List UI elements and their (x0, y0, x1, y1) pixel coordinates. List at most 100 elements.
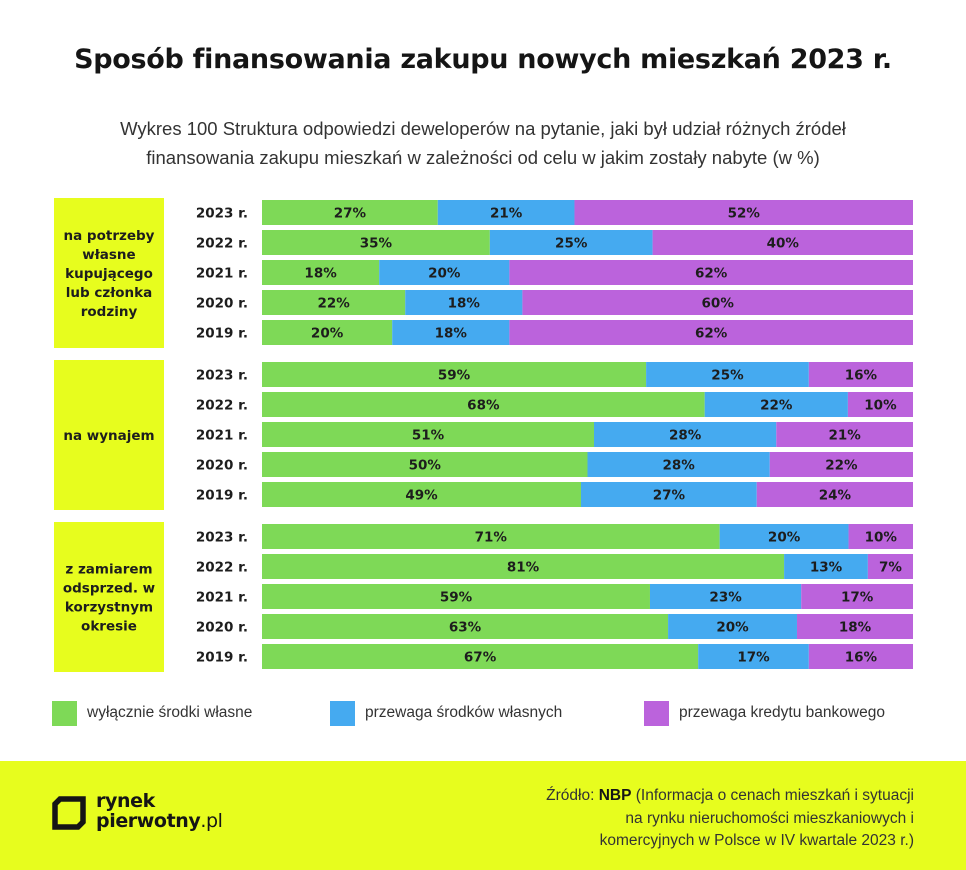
bar-segment-mostly-own-funds (719, 524, 849, 549)
source-line-2: na rynku nieruchomości mieszkaniowych i (625, 809, 914, 827)
bar-segment-mostly-own-funds (649, 584, 802, 609)
legend-item-mostly-own-funds: przewaga środków własnych (330, 700, 562, 726)
bar-segment-mostly-bank-credit (756, 482, 913, 507)
group-label: własne (82, 247, 135, 263)
data-label: 20% (428, 266, 461, 282)
data-label: 10% (864, 398, 897, 414)
year-label: 2021 r. (196, 266, 248, 282)
bar-segment-own-funds (262, 452, 588, 477)
data-label: 22% (317, 296, 350, 312)
group-label: lub członka (66, 285, 152, 301)
legend-item-mostly-bank-credit: przewaga kredytu bankowego (644, 700, 885, 726)
data-label: 20% (311, 326, 344, 342)
source-note: Źródło: NBP (Informacja o cenach mieszka… (394, 785, 914, 853)
data-label: 13% (810, 560, 843, 576)
year-label: 2019 r. (196, 488, 248, 504)
data-label: 25% (711, 368, 744, 384)
chart-title: Sposób finansowania zakupu nowych mieszk… (74, 44, 892, 75)
legend-label: przewaga środków własnych (365, 704, 563, 721)
bar-segment-mostly-bank-credit (652, 230, 913, 255)
year-label: 2023 r. (196, 206, 248, 222)
logo-text-domain: .pl (200, 810, 223, 832)
source-org: NBP (598, 787, 632, 804)
bar-segment-mostly-own-funds (698, 644, 809, 669)
data-label: 18% (304, 266, 337, 282)
data-label: 68% (467, 398, 500, 414)
bar-segment-mostly-own-funds (379, 260, 510, 285)
subtitle-line-1: Wykres 100 Struktura odpowiedzi dewelope… (120, 118, 846, 139)
bar-segment-own-funds (262, 362, 647, 387)
data-label: 27% (334, 206, 367, 222)
bar-segment-own-funds (262, 290, 406, 315)
bar-segment-mostly-bank-credit (509, 320, 913, 345)
data-label: 24% (819, 488, 852, 504)
group-label: rodziny (81, 304, 138, 320)
year-label: 2023 r. (196, 530, 248, 546)
data-label: 20% (716, 620, 749, 636)
bar-segment-own-funds (262, 260, 380, 285)
data-label: 21% (490, 206, 523, 222)
bar-segment-mostly-bank-credit (801, 584, 913, 609)
data-label: 22% (825, 458, 858, 474)
bar-segment-mostly-bank-credit (808, 362, 913, 387)
bar-segment-mostly-own-funds (405, 290, 523, 315)
data-label: 17% (841, 590, 874, 606)
group-label: na potrzeby (64, 228, 155, 244)
data-label: 7% (879, 560, 902, 576)
year-label: 2019 r. (196, 650, 248, 666)
year-label: 2023 r. (196, 368, 248, 384)
data-label: 60% (702, 296, 735, 312)
source-line-1: Źródło: NBP (Informacja o cenach mieszka… (394, 785, 914, 808)
year-label: 2020 r. (196, 620, 248, 636)
source-line-3: komercyjnych w Polsce w IV kwartale 2023… (599, 832, 914, 849)
bar-segment-mostly-own-funds (437, 200, 575, 225)
data-label: 59% (440, 590, 473, 606)
bar-segment-mostly-own-funds (580, 482, 757, 507)
data-label: 27% (653, 488, 686, 504)
data-label: 22% (760, 398, 793, 414)
bar-segment-own-funds (262, 320, 393, 345)
bar-segment-mostly-bank-credit (867, 554, 913, 579)
year-label: 2020 r. (196, 458, 248, 474)
group-label-box (54, 360, 164, 510)
data-label: 62% (695, 326, 728, 342)
bar-segment-own-funds (262, 524, 720, 549)
data-label: 21% (828, 428, 861, 444)
logo-text-line-2: pierwotny.pl (96, 810, 223, 832)
data-label: 18% (448, 296, 481, 312)
logo-text-line-1: rynek (96, 790, 155, 812)
legend-label: wyłącznie środki własne (87, 704, 253, 721)
group-label: na wynajem (63, 428, 154, 444)
year-label: 2022 r. (196, 236, 248, 252)
data-label: 17% (737, 650, 770, 666)
bar-segment-mostly-bank-credit (769, 452, 913, 477)
bar-segment-mostly-own-funds (392, 320, 510, 345)
bar-segment-mostly-bank-credit (574, 200, 913, 225)
chart-subtitle: Wykres 100 Struktura odpowiedzi dewelope… (20, 114, 946, 172)
bar-segment-mostly-own-funds (587, 452, 770, 477)
rynek-pierwotny-logo-icon (52, 796, 86, 830)
source-line-1-rest: (Informacja o cenach mieszkań i sytuacji (631, 787, 914, 804)
data-label: 62% (695, 266, 728, 282)
data-label: 59% (438, 368, 471, 384)
bar-segment-mostly-bank-credit (796, 614, 913, 639)
data-label: 10% (865, 530, 898, 546)
bar-segment-own-funds (262, 200, 438, 225)
data-label: 16% (845, 650, 878, 666)
group-label-box (54, 198, 164, 348)
group-label: okresie (81, 619, 137, 635)
data-label: 16% (845, 368, 878, 384)
bar-segment-own-funds (262, 554, 785, 579)
bar-segment-own-funds (262, 614, 669, 639)
bar-segment-mostly-bank-credit (847, 392, 913, 417)
data-label: 25% (555, 236, 588, 252)
data-label: 18% (839, 620, 872, 636)
legend-item-own-funds: wyłącznie środki własne (52, 700, 252, 726)
year-label: 2021 r. (196, 590, 248, 606)
bar-segment-mostly-own-funds (594, 422, 777, 447)
data-label: 81% (507, 560, 540, 576)
data-label: 50% (409, 458, 442, 474)
bar-segment-mostly-bank-credit (509, 260, 913, 285)
legend-swatch-blue (330, 700, 355, 726)
group-label: kupującego (65, 266, 153, 282)
